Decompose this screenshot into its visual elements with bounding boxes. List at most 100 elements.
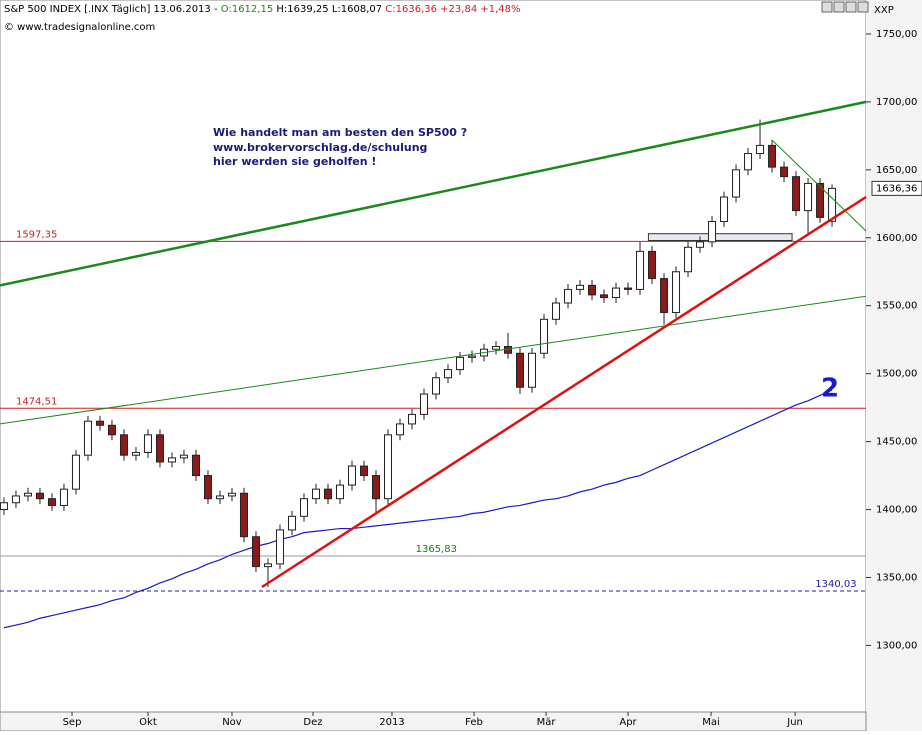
candle-body [191,454,200,477]
plot-area [0,0,867,713]
candle-body [552,302,561,320]
candle-body [576,284,585,290]
wave-label: 2 [821,374,839,404]
candle-body [95,420,104,426]
level-label: 1597,35 [16,229,57,240]
candle-body [359,465,368,477]
y-tick-label: 1500,00 [876,369,917,380]
candle-body [516,352,525,388]
candle-body [335,484,344,500]
y-tick-label: 1300,00 [876,640,917,651]
chart-header: S&P 500 INDEX [.INX Täglich] 13.06.2013 … [4,4,521,15]
candle-body [528,352,537,388]
candle-body [107,424,116,436]
candle-body [624,287,633,290]
candle-body [287,515,296,531]
x-tick-label: Apr [619,717,637,728]
candle-body [155,434,164,463]
y-tick-label: 1650,00 [876,165,917,176]
candle-body [636,250,645,290]
candle-body [684,246,693,273]
tool-button[interactable] [857,1,869,13]
trendline [771,139,867,232]
candle-body [311,488,320,500]
candle-body [407,413,416,425]
candle-body [696,241,705,248]
annotation: Wie handelt man am besten den SP500 ? [213,126,467,139]
candle-body [660,278,669,314]
candle-body [600,294,609,299]
level-label: 1340,03 [815,579,856,590]
trendline [0,295,867,425]
candle-body [744,153,753,171]
candle-body [215,495,224,500]
candle-body [179,454,188,459]
candle-body [35,492,44,500]
candle-body [444,369,453,379]
candle-body [251,536,260,568]
y-tick-label: 1550,00 [876,301,917,312]
candle-body [732,169,741,198]
candle-body [756,144,765,155]
candle-body [299,498,308,517]
candle-body [792,176,801,212]
candle-body [648,250,657,280]
header-high: H:1639,25 [276,4,328,15]
candle-body [816,182,825,218]
zone-box [647,233,793,242]
level-label: 1365,83 [416,544,457,555]
candle-body [804,182,813,212]
candle-body [239,492,248,538]
candle-body [708,220,717,243]
candle-body [828,187,837,222]
candle-body [131,451,140,456]
candle-body [468,355,477,358]
x-tick-label: 2013 [379,717,404,728]
candle-body [203,475,212,500]
tool-button[interactable] [833,1,845,13]
level-label: 1474,51 [16,396,57,407]
header-name: S&P 500 INDEX [.INX Täglich] 13.06.2013 … [4,4,218,15]
moving-average [3,389,833,629]
candle-body [432,377,441,395]
header-close: C:1636,36 +23,84 +1,48% [385,4,520,15]
candle-body [564,288,573,304]
candle-body [167,457,176,463]
candle-body [323,488,332,500]
candle-body [263,563,272,568]
x-tick-label: Feb [465,717,483,728]
candle-body [23,492,32,497]
x-tick-label: Nov [222,717,242,728]
candle-body [383,434,392,500]
candle-body [768,144,777,168]
candle-body [780,166,789,178]
candle-body [0,502,8,511]
y-tick-label: 1350,00 [876,572,917,583]
candle-body [71,454,80,490]
tool-button[interactable] [821,1,833,13]
candle-body [395,423,404,436]
toolbar[interactable] [821,1,869,13]
candle-body [720,196,729,222]
source: © www.tradesignalonline.com [4,22,155,33]
candle-body [119,434,128,456]
candle-body [371,475,380,500]
candle-body [11,495,20,504]
candle-body [672,271,681,314]
candle-body [59,488,68,506]
tool-button[interactable] [845,1,857,13]
candle-body [612,287,621,299]
candle-body [347,465,356,486]
y-tick-label: 1600,00 [876,233,917,244]
annotation: www.brokervorschlag.de/schulung [213,141,427,154]
x-tick-label: Sep [63,717,82,728]
header-open: O:1612,15 [221,4,273,15]
y-tick-label: 1700,00 [876,97,917,108]
last-price-box [871,180,922,196]
candle-body [588,284,597,296]
y-tick-label: 1450,00 [876,437,917,448]
candle-body [275,529,284,565]
axis-code: XXP [874,5,894,16]
x-tick-label: Mär [537,717,557,728]
